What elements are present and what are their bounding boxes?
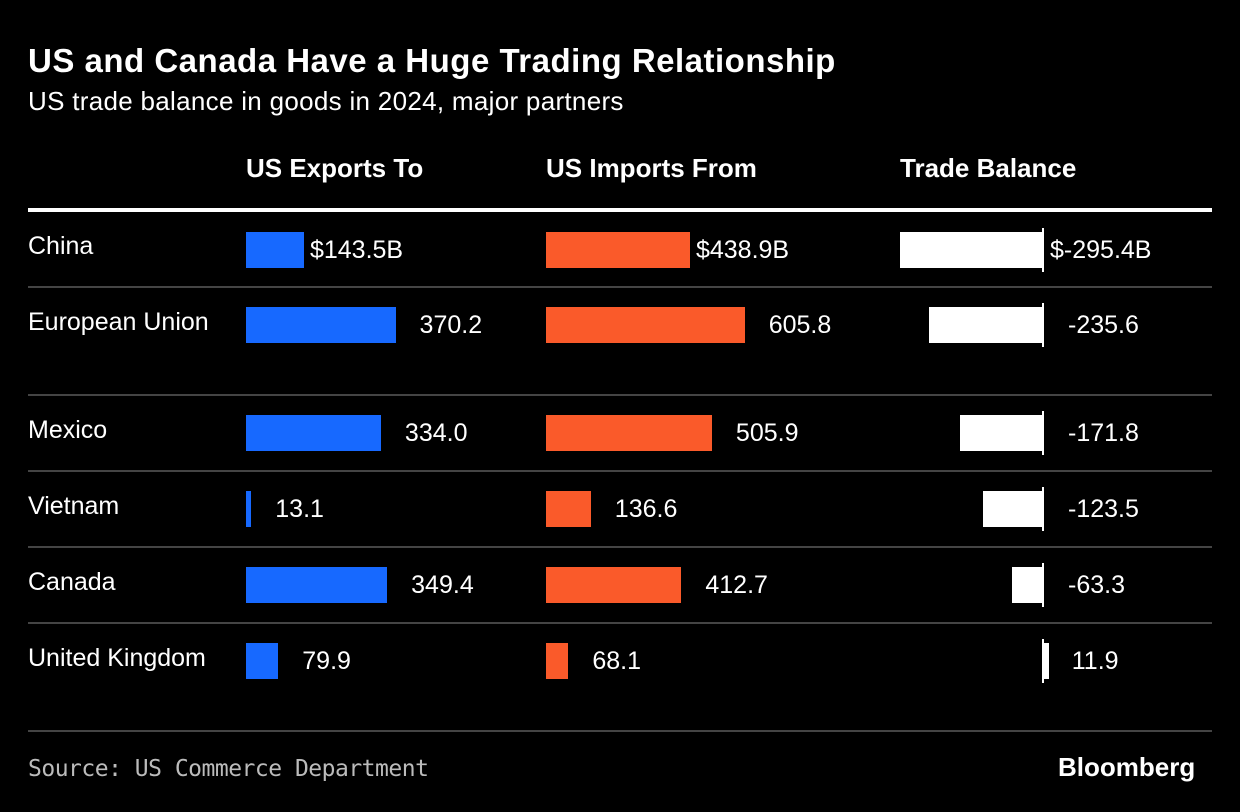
imports-value-label: 412.7 (705, 571, 768, 599)
balance-bar (900, 232, 1043, 268)
imports-bar (546, 307, 745, 343)
balance-value-label: 11.9 (1071, 647, 1119, 675)
row-divider (28, 394, 1212, 396)
exports-bar (246, 567, 388, 603)
column-header-imports: US Imports From (546, 153, 757, 183)
exports-value-label: 349.4 (411, 571, 474, 599)
imports-bar (546, 643, 569, 679)
imports-bar (546, 232, 690, 268)
balance-zero-axis (1042, 563, 1044, 607)
balance-bar (1012, 567, 1043, 603)
row-label: European Union (28, 308, 209, 336)
imports-bar (546, 415, 712, 451)
row-label: China (28, 232, 94, 260)
exports-value-label: 334.0 (404, 419, 468, 447)
row-divider (28, 470, 1212, 472)
row-label: United Kingdom (28, 644, 206, 672)
header-divider (28, 208, 1212, 212)
exports-bar (246, 415, 381, 451)
exports-value-label: 13.1 (275, 495, 324, 523)
row-label: Mexico (28, 416, 108, 444)
balance-zero-axis (1042, 487, 1044, 531)
source-note: Source: US Commerce Department (28, 756, 429, 782)
balance-bar (1043, 643, 1049, 679)
chart-subtitle: US trade balance in goods in 2024, major… (28, 86, 624, 116)
balance-value-label: $-295.4B (1050, 236, 1152, 264)
balance-value-label: -171.8 (1068, 419, 1139, 447)
balance-zero-axis (1042, 411, 1044, 455)
imports-value-label: 505.9 (735, 419, 799, 447)
exports-bar (246, 491, 252, 527)
imports-value-label: $438.9B (695, 236, 790, 264)
row-label: Vietnam (28, 492, 120, 520)
imports-bar (546, 567, 682, 603)
balance-value-label: -235.6 (1068, 311, 1139, 339)
balance-value-label: -123.5 (1068, 495, 1139, 523)
balance-zero-axis (1042, 303, 1044, 347)
row-label: Canada (28, 568, 116, 596)
exports-bar (246, 643, 279, 679)
balance-bar (983, 491, 1043, 527)
column-header-balance: Trade Balance (900, 153, 1077, 183)
row-divider (28, 730, 1212, 732)
balance-bar (928, 307, 1043, 343)
imports-value-label: 68.1 (592, 647, 641, 675)
bloomberg-logo: Bloomberg (1058, 752, 1196, 782)
chart-title: US and Canada Have a Huge Trading Relati… (28, 42, 836, 79)
exports-value-label: $143.5B (309, 236, 404, 264)
imports-value-label: 136.6 (614, 495, 678, 523)
exports-value-label: 370.2 (419, 311, 483, 339)
exports-bar (246, 307, 396, 343)
imports-bar (546, 491, 591, 527)
balance-zero-axis (1042, 228, 1044, 272)
exports-bar (246, 232, 304, 268)
imports-value-label: 605.8 (768, 311, 832, 339)
balance-value-label: -63.3 (1068, 571, 1125, 599)
balance-zero-axis (1042, 639, 1044, 683)
column-header-exports: US Exports To (246, 153, 424, 183)
exports-value-label: 79.9 (302, 647, 351, 675)
row-divider (28, 286, 1212, 288)
row-divider (28, 546, 1212, 548)
balance-bar (959, 415, 1043, 451)
row-divider (28, 622, 1212, 624)
